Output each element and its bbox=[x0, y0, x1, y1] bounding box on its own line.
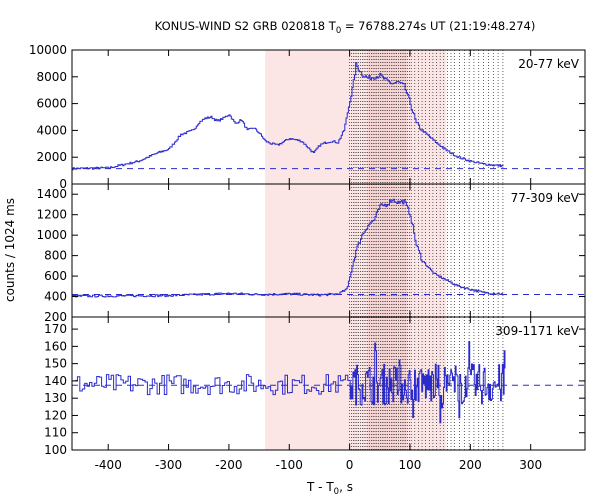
y-tick-label: 400 bbox=[44, 290, 67, 304]
y-tick-label: 600 bbox=[44, 269, 67, 283]
y-axis-label: counts / 1024 ms bbox=[3, 198, 17, 302]
panel-energy-label: 20-77 keV bbox=[518, 57, 580, 71]
y-tick-label: 2000 bbox=[36, 150, 67, 164]
shaded-interval-dense bbox=[367, 184, 407, 317]
x-tick-label: -200 bbox=[215, 458, 242, 472]
panel-3: 100 110 120 130 140 150 160 170 309-1171 keV bbox=[44, 316, 586, 457]
x-tick-label: 100 bbox=[399, 458, 422, 472]
y-tick-label: 150 bbox=[44, 357, 67, 371]
y-tick-label: 1400 bbox=[36, 187, 67, 201]
y-tick-label: 120 bbox=[44, 408, 67, 422]
panel-energy-label: 309-1171 keV bbox=[495, 324, 579, 338]
y-tick-label: 8000 bbox=[36, 70, 67, 84]
panel-energy-label: 77-309 keV bbox=[511, 191, 580, 205]
shaded-interval-dense bbox=[367, 50, 407, 184]
panel-2: 200 400 600 800 1000 1200 1400 77-309 keV bbox=[36, 183, 586, 324]
y-tick-label: 10000 bbox=[29, 43, 67, 57]
x-tick-label: 300 bbox=[519, 458, 542, 472]
x-tick-label: -400 bbox=[95, 458, 122, 472]
y-tick-label: 6000 bbox=[36, 97, 67, 111]
x-tick-label: 200 bbox=[459, 458, 482, 472]
panel-frame bbox=[71, 316, 586, 451]
y-tick-label: 800 bbox=[44, 249, 67, 263]
series-line bbox=[75, 341, 506, 424]
series-line bbox=[72, 198, 503, 298]
series-line bbox=[72, 62, 504, 171]
y-tick-label: 110 bbox=[44, 426, 67, 440]
y-tick-label: 140 bbox=[44, 374, 67, 388]
panel-1: 0 2000 4000 6000 8000 10000 20-77 keV bbox=[29, 43, 586, 191]
chart-title: KONUS-WIND S2 GRB 020818 T0 = 76788.274s… bbox=[155, 19, 536, 36]
y-tick-label: 0 bbox=[59, 177, 67, 191]
x-tick-label: -100 bbox=[276, 458, 303, 472]
y-tick-label: 1000 bbox=[36, 228, 67, 242]
y-tick-label: 160 bbox=[44, 339, 67, 353]
y-tick-label: 1200 bbox=[36, 208, 67, 222]
x-tick-label: -300 bbox=[155, 458, 182, 472]
x-axis-label: T - T0, s bbox=[306, 480, 353, 497]
y-tick-label: 100 bbox=[44, 443, 67, 457]
y-tick-label: 4000 bbox=[36, 123, 67, 137]
y-tick-label: 130 bbox=[44, 391, 67, 405]
y-tick-label: 170 bbox=[44, 322, 67, 336]
y-tick-label: 200 bbox=[44, 310, 67, 324]
x-tick-label: 0 bbox=[346, 458, 354, 472]
